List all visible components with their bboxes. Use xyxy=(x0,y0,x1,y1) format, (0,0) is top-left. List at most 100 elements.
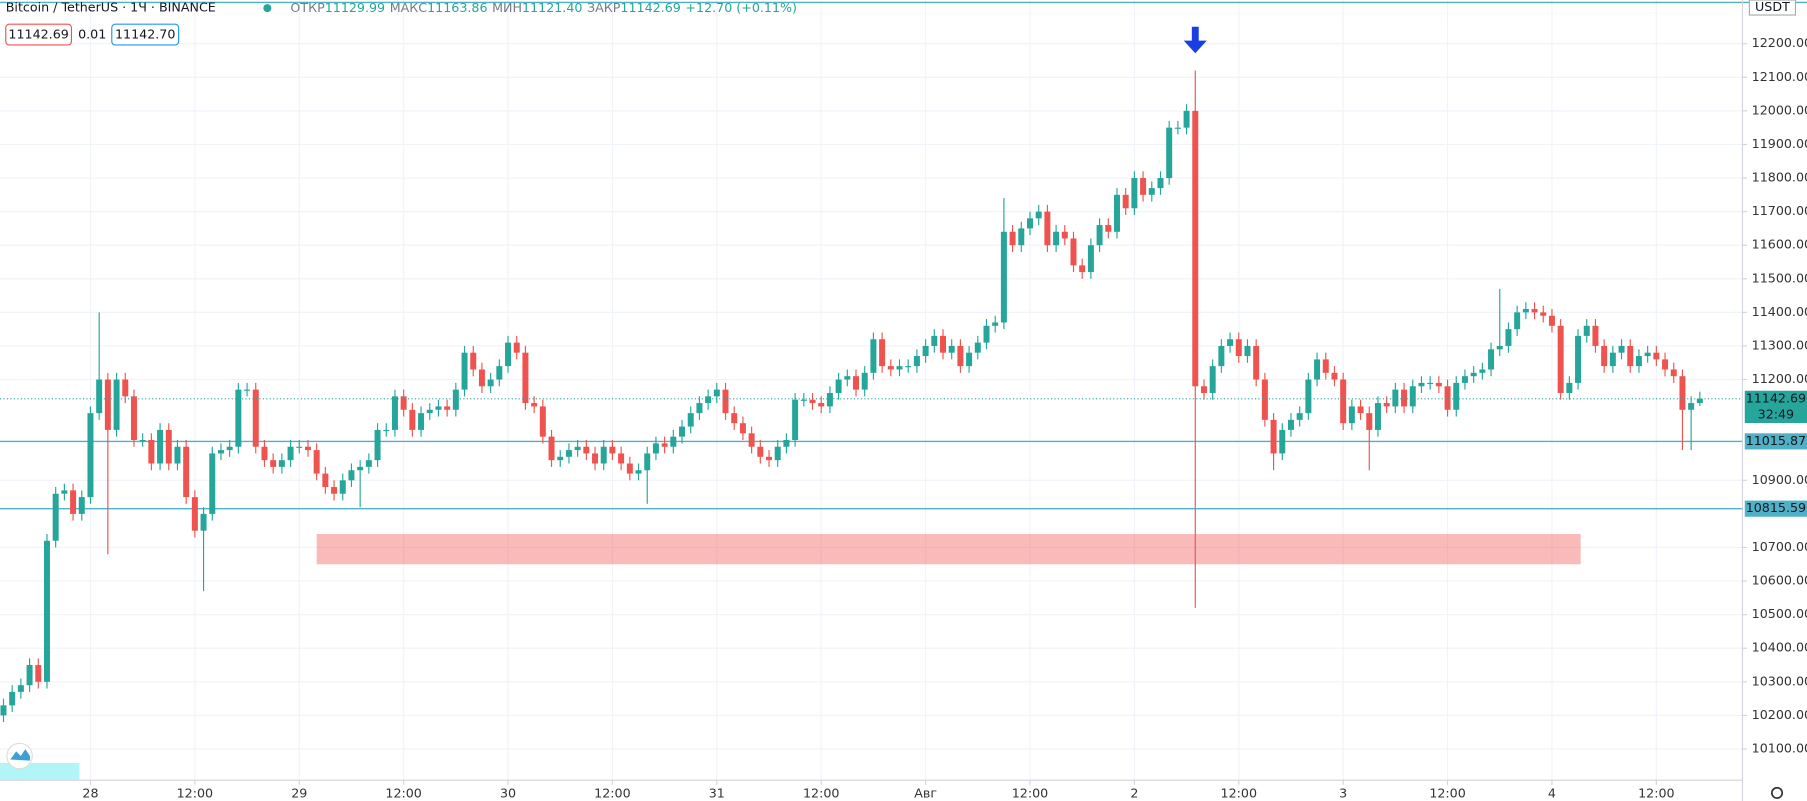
candle-body xyxy=(1409,386,1416,407)
legend-label: МИН xyxy=(492,0,522,15)
candle-body xyxy=(1035,211,1042,219)
candle-body xyxy=(853,376,860,390)
candle-body xyxy=(1592,325,1599,346)
candle-body xyxy=(139,440,146,442)
candle-body xyxy=(905,366,912,368)
x-tick-label: Авг xyxy=(914,786,937,801)
h-line-label: 10815.59 xyxy=(1746,500,1806,515)
x-tick-label: 12:00 xyxy=(177,786,213,801)
candle-body xyxy=(209,453,216,514)
candle-body xyxy=(766,456,773,461)
candle-body xyxy=(418,413,425,430)
settings-icon[interactable] xyxy=(1770,786,1784,799)
buy-box[interactable] xyxy=(111,23,180,46)
candle-body xyxy=(348,470,355,481)
spread: 0.01 xyxy=(78,27,106,42)
x-tick-label: 12:00 xyxy=(1638,786,1674,801)
candle-body xyxy=(217,450,224,454)
y-tick-label: 10700.00 xyxy=(1752,539,1807,554)
candle-body xyxy=(1113,194,1120,232)
candle-body xyxy=(270,460,277,467)
candle-body xyxy=(157,429,164,464)
candle-body xyxy=(148,440,155,464)
candle-body xyxy=(391,396,398,430)
candle-body xyxy=(1227,339,1234,346)
candle-body xyxy=(557,456,564,461)
candle-body xyxy=(1070,238,1077,266)
candle-body xyxy=(1479,369,1486,373)
candle-body xyxy=(565,450,572,457)
x-tick-label: 12:00 xyxy=(594,786,630,801)
candle-body xyxy=(531,403,538,407)
ohlc-legend: ОТКР11129.99 МАКС11163.86 МИН11121.40 ЗАКР1… xyxy=(290,0,797,15)
candle-body xyxy=(1009,231,1016,246)
sell-box[interactable] xyxy=(5,23,73,46)
candle-body xyxy=(9,691,16,706)
candle-body xyxy=(1601,345,1608,367)
candle-body xyxy=(705,396,712,404)
candle-body xyxy=(1209,366,1216,393)
currency-box[interactable] xyxy=(1748,0,1797,16)
candle-body xyxy=(383,429,390,432)
x-tick-label: 29 xyxy=(291,786,307,801)
y-tick-label: 11600.00 xyxy=(1752,237,1807,252)
candle-body xyxy=(122,379,129,397)
candle-body xyxy=(1348,406,1355,424)
x-tick-label: 12:00 xyxy=(1429,786,1465,801)
h-line-label-box xyxy=(1744,500,1807,517)
y-tick-label: 10500.00 xyxy=(1752,606,1807,621)
candle-body xyxy=(1140,178,1147,195)
sell-price[interactable]: 11142.69 xyxy=(8,27,68,42)
candle-body xyxy=(478,369,485,387)
candle-body xyxy=(0,705,7,716)
candle-body xyxy=(1488,349,1495,370)
candle-body xyxy=(174,446,181,464)
candle-body xyxy=(339,480,346,494)
legend-value: 11121.40 xyxy=(522,0,582,15)
candle-body xyxy=(757,446,764,457)
y-tick-label: 12000.00 xyxy=(1752,102,1807,117)
plot xyxy=(0,1,1807,723)
candle-body xyxy=(826,392,833,407)
candle-body xyxy=(1331,372,1338,380)
y-tick-label: 10600.00 xyxy=(1752,573,1807,588)
candle-body xyxy=(1653,352,1660,360)
chart-title: Bitcoin / TetherUS · 1Ч · BINANCE xyxy=(6,0,216,15)
h-line-label: 11015.87 xyxy=(1746,433,1806,448)
candle-body xyxy=(400,396,407,410)
candle-body xyxy=(113,379,120,430)
candle-body xyxy=(1401,389,1408,407)
candle-body xyxy=(1314,359,1321,380)
candle-body xyxy=(913,356,920,367)
currency[interactable]: USDT xyxy=(1755,0,1790,14)
candle-body xyxy=(687,413,694,427)
candle-body xyxy=(574,446,581,451)
candle-body xyxy=(644,453,651,471)
candle-body xyxy=(1540,312,1547,316)
candle-body xyxy=(1096,225,1103,246)
candle-body xyxy=(1644,352,1651,357)
candle-body xyxy=(679,426,686,437)
candle-body xyxy=(226,446,233,451)
x-tick-label: 2 xyxy=(1130,786,1138,801)
candle-body xyxy=(244,389,251,391)
buy-price[interactable]: 11142.70 xyxy=(115,27,175,42)
candle-body xyxy=(61,490,68,494)
candle-body xyxy=(1287,419,1294,430)
y-tick-label: 11900.00 xyxy=(1752,136,1807,151)
candle-body xyxy=(887,366,894,370)
candle-body xyxy=(1061,231,1068,239)
candle-body xyxy=(444,406,451,410)
candle-body xyxy=(992,322,999,326)
candle-body xyxy=(1000,231,1007,323)
candle-body xyxy=(748,433,755,447)
y-tick-label: 11800.00 xyxy=(1752,170,1807,185)
candle-body xyxy=(183,446,190,498)
candle-body xyxy=(731,413,738,424)
candle-body xyxy=(983,325,990,343)
candle-body xyxy=(78,497,85,514)
candle-body xyxy=(1635,356,1642,367)
candle-body xyxy=(513,342,520,353)
candle-body xyxy=(618,453,625,464)
